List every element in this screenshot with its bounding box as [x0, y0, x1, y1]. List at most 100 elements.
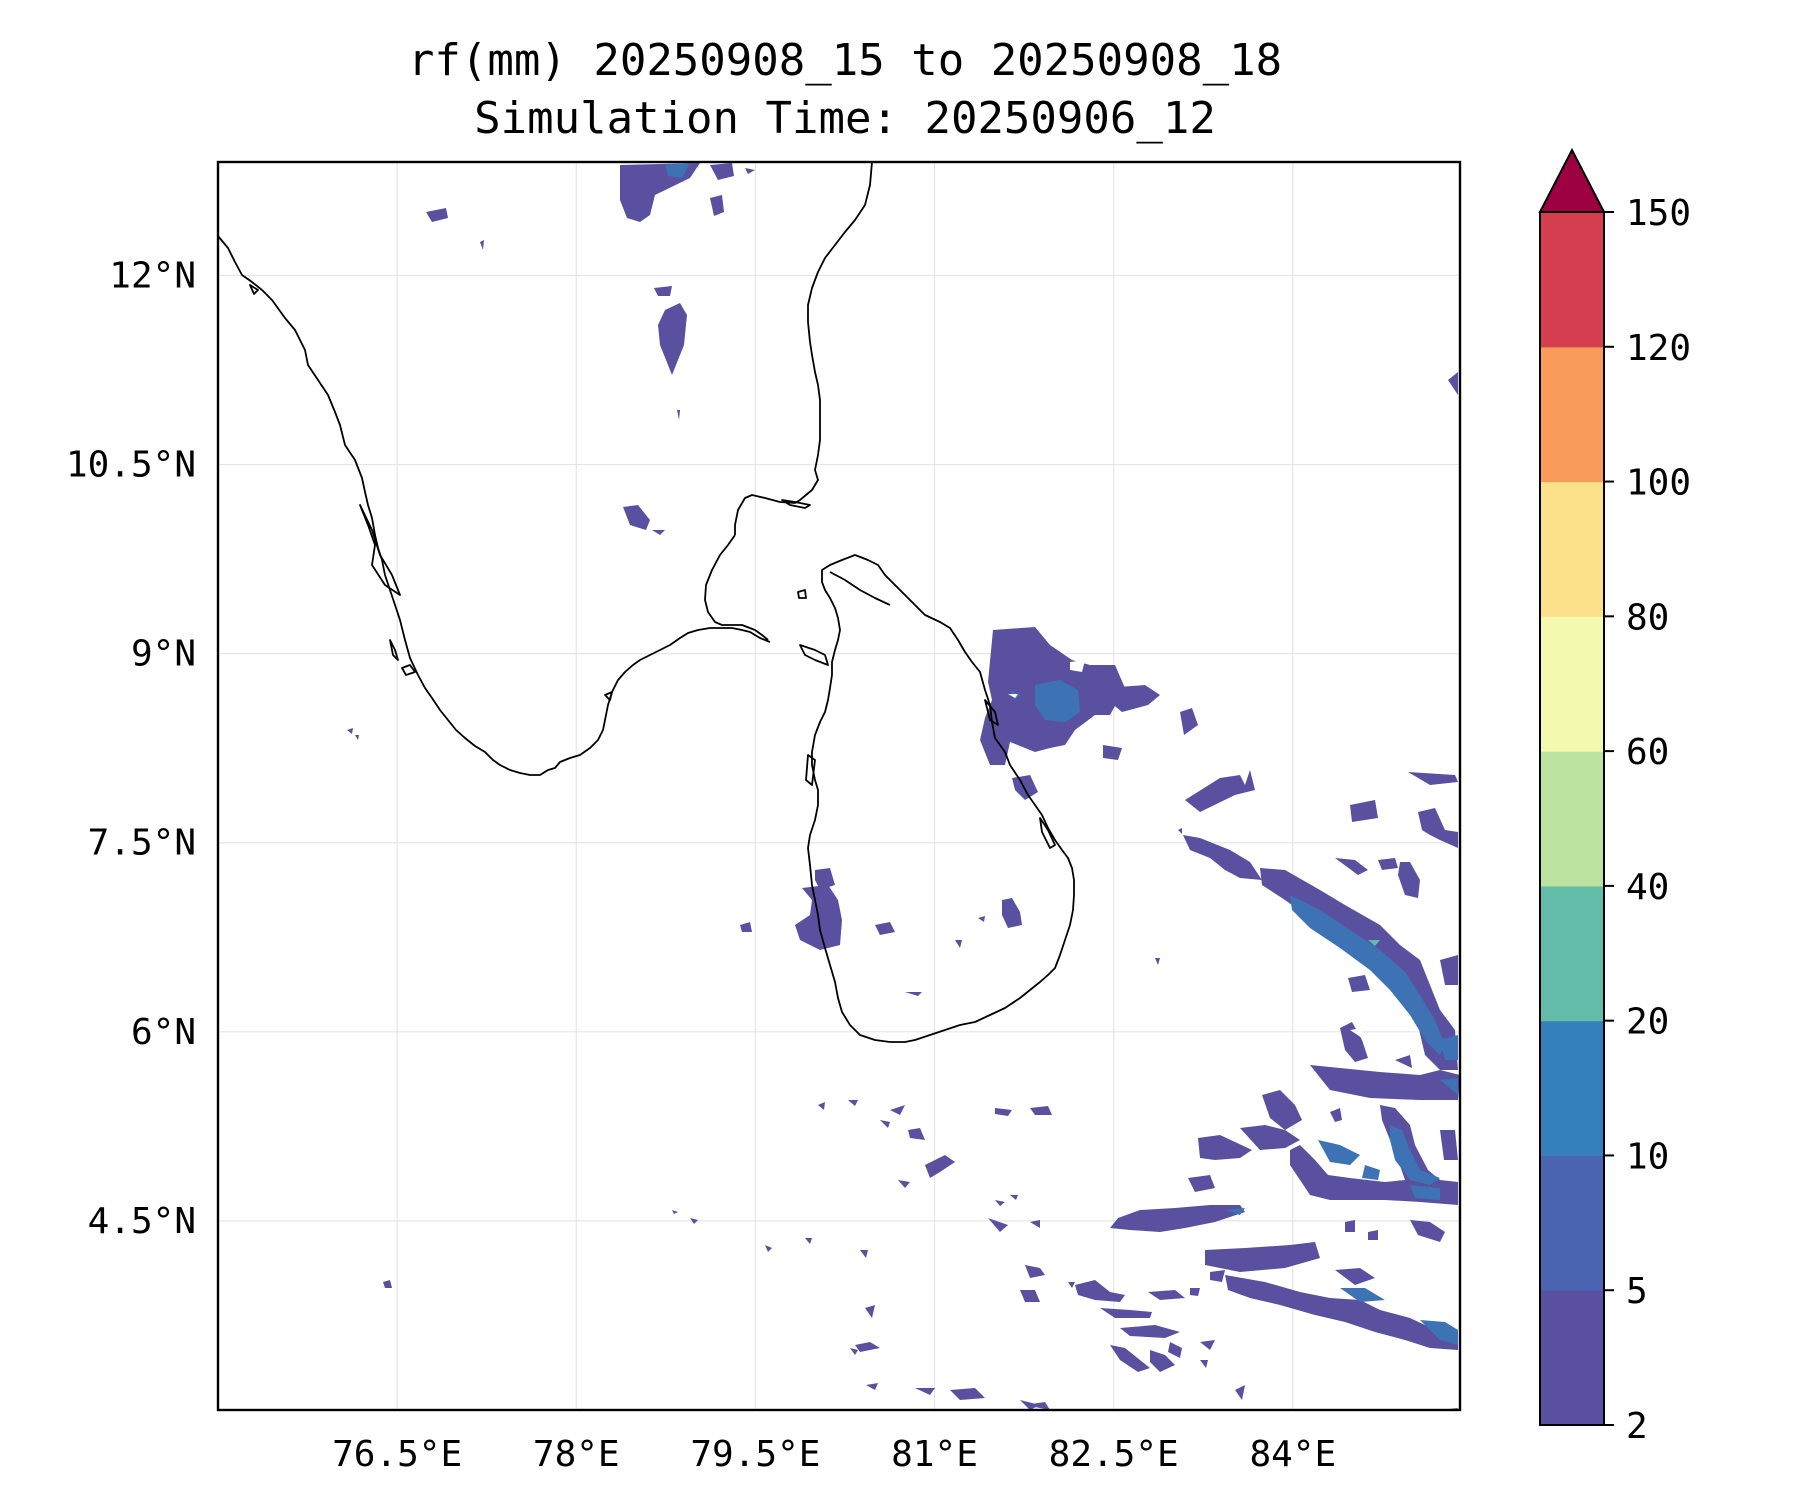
rain-cell	[1408, 772, 1458, 785]
rain-cell	[875, 922, 895, 935]
rain-cell	[1350, 800, 1378, 822]
rain-cell	[1340, 1288, 1385, 1302]
y-tick-label: 7.5°N	[88, 823, 196, 864]
colorbar-tick-label: 100	[1626, 463, 1691, 504]
chart-subtitle: Simulation Time: 20250906_12	[474, 93, 1216, 144]
rain-cell	[1200, 1360, 1208, 1368]
rain-cell	[355, 735, 359, 740]
rain-cell	[1395, 1055, 1412, 1068]
rain-cell	[880, 1120, 890, 1128]
rain-cell	[1002, 898, 1022, 928]
rain-cell	[710, 163, 734, 180]
colorbar-tick-label: 120	[1626, 328, 1691, 369]
mannar-island	[799, 644, 829, 666]
rain-cell	[1348, 975, 1370, 992]
rain-cell	[1178, 828, 1182, 834]
rain-cell	[995, 1200, 1005, 1206]
rain-cell	[865, 1305, 875, 1318]
rain-cell	[1318, 1140, 1360, 1165]
rain-cell	[1103, 745, 1122, 760]
rain-cell	[1190, 1288, 1200, 1296]
rain-gap	[1008, 694, 1018, 698]
colorbar-tick-label: 150	[1626, 193, 1691, 234]
rain-cell	[1440, 1078, 1458, 1095]
rain-cell	[1225, 1208, 1245, 1215]
rain-cell	[1440, 1130, 1458, 1160]
rain-cell	[1410, 1220, 1445, 1242]
colorbar-tick-label: 10	[1626, 1136, 1669, 1177]
rain-cell	[654, 286, 672, 296]
rain-cell	[1188, 1175, 1215, 1192]
rain-cell	[1150, 1350, 1175, 1372]
rain-cell	[866, 1383, 878, 1390]
rain-cell	[1330, 1108, 1342, 1122]
rain-cell	[1240, 1125, 1300, 1150]
india-gulf-coastline	[704, 534, 769, 641]
y-tick-label: 9°N	[131, 634, 196, 675]
rain-cell	[1440, 955, 1458, 985]
trincomalee-bay	[984, 699, 999, 726]
rain-cell	[1345, 1220, 1355, 1232]
colorbar-tick-label: 40	[1626, 867, 1669, 908]
rain-cell	[898, 1180, 910, 1188]
coastline	[218, 162, 1075, 1043]
x-tick-label: 78°E	[533, 1434, 620, 1475]
sri-lanka-coastline	[807, 554, 1075, 1043]
gridlines	[218, 162, 1460, 1410]
rain-cell	[1410, 1185, 1440, 1200]
rain-cell	[955, 940, 962, 948]
rain-cell	[1225, 1275, 1458, 1350]
rain-cell	[347, 728, 353, 734]
rain-cell	[1310, 1065, 1460, 1100]
rain-cell	[815, 868, 835, 890]
y-tick-label: 10.5°N	[66, 445, 196, 486]
rain-cell	[1335, 1268, 1375, 1285]
rain-cell	[988, 1218, 1008, 1232]
colorbar-segment	[1540, 751, 1604, 887]
colorbar-tick-label: 2	[1626, 1406, 1648, 1447]
y-tick-label: 12°N	[109, 255, 196, 296]
colorbar-segment	[1540, 1020, 1604, 1157]
rain-cell	[1180, 708, 1198, 735]
rain-cell	[1368, 1230, 1378, 1240]
colorbar: 2 5 10 20 40 60 80 100 120 150	[1538, 147, 1691, 1447]
rainfall-field	[347, 163, 1460, 1410]
rain-cell	[1030, 1106, 1052, 1115]
x-tick-label: 76.5°E	[332, 1434, 462, 1475]
colorbar-segment	[1540, 885, 1604, 1022]
colorbar-segment	[1540, 346, 1604, 483]
rain-cell	[1025, 1265, 1045, 1278]
x-tick-label: 82.5°E	[1049, 1434, 1179, 1475]
rain-cell	[1440, 1035, 1458, 1060]
map-frame	[216, 160, 1462, 1412]
rain-cell	[1210, 1270, 1225, 1282]
rain-cell	[818, 1102, 825, 1110]
rain-cell	[1030, 1220, 1040, 1228]
rain-cell	[690, 1218, 698, 1224]
rain-cell	[1148, 1290, 1185, 1300]
rain-cell	[805, 1238, 812, 1244]
rain-cell	[1335, 858, 1368, 875]
rain-cell	[848, 1100, 858, 1106]
rain-cell	[915, 1388, 935, 1395]
rain-cell	[1418, 808, 1458, 848]
kerala-backwaters	[359, 504, 401, 596]
india-coastline	[218, 235, 771, 776]
vembanad-lake	[389, 639, 399, 661]
india-east-coastline	[734, 162, 873, 535]
rain-cell	[1262, 1090, 1302, 1130]
rain-cell	[1362, 1165, 1380, 1180]
rain-gap	[1070, 660, 1085, 672]
colorbar-segment	[1540, 1290, 1604, 1426]
rain-cell	[1235, 1385, 1245, 1400]
rain-cell	[623, 505, 650, 530]
axis-ticks: 76.5°E 78°E 79.5°E 81°E 82.5°E 84°E 12°N 10.5°N…	[66, 255, 1336, 1475]
rain-cell	[1205, 1242, 1320, 1272]
colorbar-tick-label: 20	[1626, 1002, 1669, 1043]
colorbar-extend-arrow	[1538, 147, 1606, 213]
colorbar-frame	[1539, 211, 1605, 1426]
rain-cell	[677, 410, 680, 420]
rain-cell	[855, 1342, 880, 1352]
rain-cell	[978, 916, 985, 922]
